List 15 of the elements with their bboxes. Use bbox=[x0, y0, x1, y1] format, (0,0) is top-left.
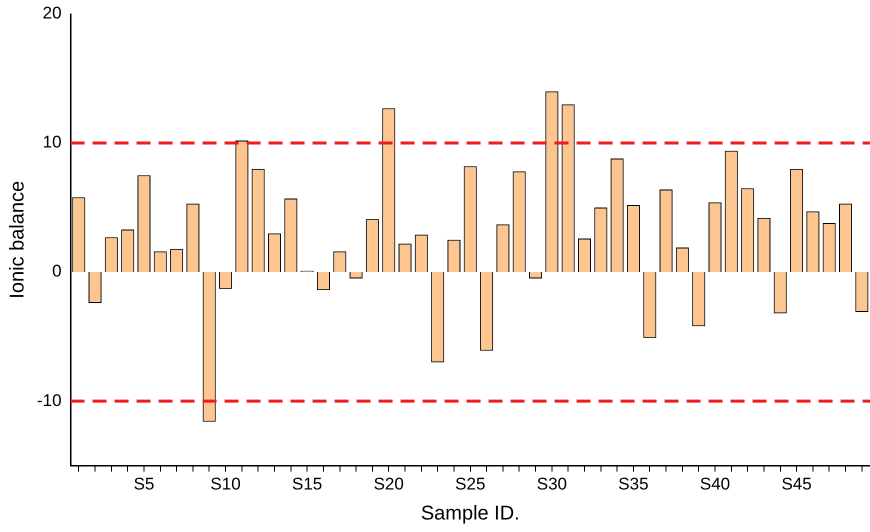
x-tick-label: S30 bbox=[536, 474, 567, 494]
x-tick-label: S5 bbox=[134, 474, 154, 494]
y-tick-label: -10 bbox=[36, 390, 62, 410]
x-tick-label: S20 bbox=[374, 474, 404, 494]
y-tick-label: 0 bbox=[52, 262, 62, 281]
y-tick-label: 10 bbox=[42, 132, 62, 152]
x-tick-label: S45 bbox=[781, 474, 812, 494]
x-tick-label: S10 bbox=[210, 474, 241, 494]
x-tick-label: S25 bbox=[455, 474, 486, 494]
x-axis-title: Sample ID. bbox=[420, 502, 520, 525]
x-tick-label: S40 bbox=[700, 474, 730, 494]
x-tick-label: S35 bbox=[618, 474, 649, 494]
y-axis-title: Ionic balance bbox=[6, 180, 29, 299]
x-tick-label: S15 bbox=[292, 474, 322, 494]
y-tick-label: 20 bbox=[42, 4, 62, 23]
